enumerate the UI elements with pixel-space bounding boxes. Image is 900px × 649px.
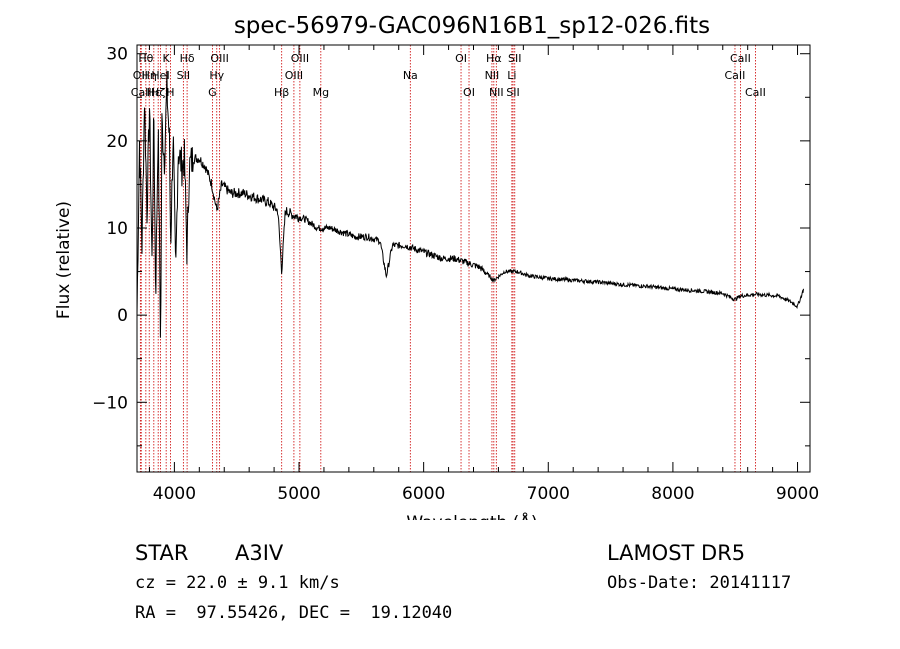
survey-name: LAMOST DR5 <box>607 541 746 565</box>
spectrum-series-line <box>136 70 804 338</box>
line-label-12: Hγ <box>209 69 224 82</box>
x-axis-ticks: 4000 5000 6000 7000 8000 9000 <box>148 45 819 504</box>
line-label-17: Mg <box>313 86 329 99</box>
redshift-cz: cz = 22.0 ± 9.1 km/s <box>135 573 340 593</box>
line-label-20: OI <box>463 86 475 99</box>
y-axis-ticks: −10 0 10 20 30 <box>92 45 810 447</box>
y-tick-label-0: 0 <box>117 306 128 326</box>
x-tick-label-5000: 5000 <box>277 484 320 504</box>
line-label-9: SII <box>177 69 190 82</box>
x-tick-label-8000: 8000 <box>651 484 694 504</box>
y-tick-label-10: 10 <box>106 219 128 239</box>
y-tick-label-20: 20 <box>106 132 128 152</box>
line-label-25: Li <box>507 69 516 82</box>
line-label-24: SII <box>508 52 521 65</box>
line-label-23: NII <box>489 86 504 99</box>
line-label-7: K <box>163 52 171 65</box>
line-label-16: OIII <box>285 69 303 82</box>
object-class: STAR <box>135 541 189 565</box>
line-label-4: Hε <box>147 86 161 99</box>
line-label-27: CaII <box>730 52 751 65</box>
line-label-6: Hζ <box>151 86 165 99</box>
line-label-5: HeI <box>151 69 169 82</box>
line-label-14: Hβ <box>274 86 289 99</box>
x-tick-label-9000: 9000 <box>776 484 819 504</box>
spectral-line-markers <box>139 45 756 472</box>
line-label-0: Hθ <box>138 52 153 65</box>
y-tick-label-30: 30 <box>106 45 128 65</box>
line-label-15: OIII <box>291 52 309 65</box>
x-tick-label-4000: 4000 <box>153 484 196 504</box>
y-axis-label: Flux (relative) <box>54 201 74 319</box>
line-label-8: H <box>166 86 174 99</box>
line-label-3: CaII <box>131 86 152 99</box>
line-label-2: Hη <box>142 69 157 82</box>
x-tick-label-7000: 7000 <box>527 484 570 504</box>
line-label-26: SII <box>506 86 519 99</box>
coordinates: RA = 97.55426, DEC = 19.12040 <box>135 603 453 623</box>
line-label-22: NII <box>485 69 500 82</box>
spectrum-chart: spec-56979-GAC096N16B1_sp12-026.fits Hθ O… <box>54 13 819 520</box>
line-label-21: Hα <box>486 52 502 65</box>
line-label-19: OI <box>455 52 467 65</box>
plot-frame <box>136 44 811 473</box>
line-label-11: OIII <box>210 52 228 65</box>
line-label-13: G <box>208 86 217 99</box>
chart-title: spec-56979-GAC096N16B1_sp12-026.fits <box>234 13 710 39</box>
line-label-18: Na <box>403 69 418 82</box>
x-tick-label-6000: 6000 <box>402 484 445 504</box>
line-label-10: Hδ <box>180 52 195 65</box>
line-label-28: CaII <box>725 69 746 82</box>
observation-date: Obs-Date: 20141117 <box>607 573 792 593</box>
y-tick-label--10: −10 <box>92 393 128 413</box>
object-subclass: A3IV <box>235 541 284 565</box>
x-axis-label: Wavelength (Å) <box>406 511 537 520</box>
line-label-29: CaII <box>745 86 766 99</box>
